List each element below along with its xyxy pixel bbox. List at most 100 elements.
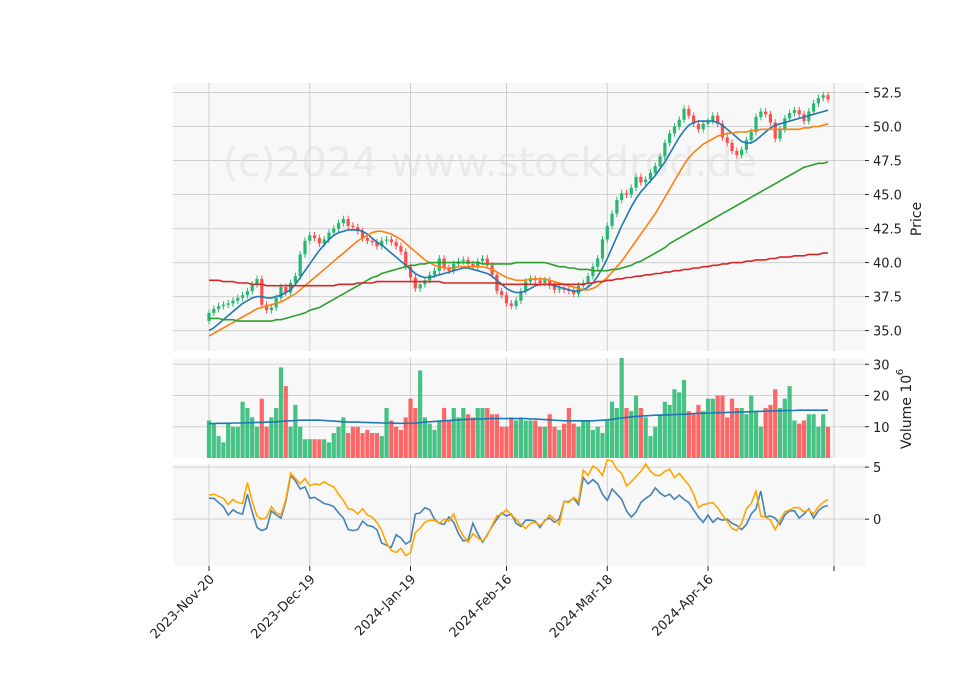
candle-body	[653, 165, 657, 173]
price-ylabel: Price	[909, 202, 925, 236]
candle-body	[226, 303, 230, 305]
volume-bar	[576, 426, 581, 458]
indicator-ytick-label: 0	[873, 513, 881, 528]
candle-body	[826, 95, 830, 100]
xtick-label: 2023-Nov-20	[148, 572, 218, 642]
volume-bar	[346, 433, 351, 458]
candle-body	[293, 276, 297, 283]
candle-body	[360, 231, 365, 239]
volume-bar	[331, 433, 336, 458]
volume-bar	[533, 420, 538, 458]
volume-bar	[413, 408, 418, 458]
candle-body	[586, 276, 590, 283]
candle-body	[485, 258, 489, 266]
volume-bar	[485, 408, 490, 458]
volume-bar	[365, 429, 370, 458]
volume-bar	[696, 404, 701, 458]
candle-body	[399, 246, 403, 252]
volume-bar	[283, 386, 288, 458]
volume-bar	[701, 411, 706, 458]
volume-bar	[269, 417, 274, 458]
volume-ytick-label: 30	[873, 358, 890, 373]
price-panel-background	[173, 83, 865, 351]
ma-line-green	[209, 161, 829, 322]
candle-body	[207, 312, 211, 322]
volume-bar	[326, 442, 332, 458]
volume-bar	[293, 404, 298, 458]
volume-bar	[480, 408, 485, 458]
candle-body	[759, 111, 763, 118]
candle-body	[236, 297, 240, 301]
volume-bar	[542, 426, 547, 458]
volume-bar	[715, 395, 720, 458]
volume-bar	[792, 420, 797, 458]
candle-body	[706, 121, 710, 124]
volume-bar	[729, 398, 735, 458]
candle-body	[250, 284, 254, 292]
volume-bar	[408, 398, 413, 458]
candle-body	[509, 303, 513, 307]
candle-body	[380, 240, 384, 247]
candle-body	[773, 122, 777, 139]
volume-bar	[720, 395, 725, 458]
volume-bar	[566, 408, 571, 458]
volume-bar	[394, 426, 399, 458]
volume-bar	[490, 414, 495, 458]
candle-body	[663, 142, 667, 157]
volume-bar	[226, 423, 231, 458]
price-ytick-label: 42.5	[873, 223, 902, 238]
volume-bar	[600, 433, 605, 458]
price-ytick-label: 52.5	[873, 87, 902, 102]
volume-bar	[437, 420, 442, 458]
volume-ylabel: Volume 10	[899, 375, 915, 449]
volume-bar	[653, 426, 658, 458]
candle-body	[600, 239, 605, 259]
volume-bar	[302, 439, 308, 458]
candle-body	[336, 223, 341, 229]
candle-body	[634, 176, 638, 188]
volume-bar	[753, 411, 759, 458]
candle-body	[240, 295, 245, 298]
indicator-panel-marks	[208, 458, 829, 557]
candle-body	[404, 251, 408, 267]
candle-body	[629, 187, 633, 195]
volume-bar	[422, 417, 428, 458]
candle-body	[538, 280, 542, 283]
volume-bar	[341, 417, 346, 458]
volume-bar	[557, 429, 562, 458]
volume-bar	[211, 423, 216, 458]
volume-bar	[681, 379, 687, 458]
candle-body	[716, 115, 720, 124]
volume-ytick-label: 10	[873, 421, 890, 436]
volume-bar	[470, 417, 476, 458]
candle-body	[783, 118, 787, 130]
volume-bar	[581, 420, 586, 458]
volume-bar	[307, 439, 312, 458]
volume-bar	[523, 420, 528, 458]
candle-body	[658, 156, 662, 166]
volume-bar	[801, 420, 807, 458]
candle-body	[264, 304, 269, 311]
candle-body	[692, 115, 696, 124]
volume-bar	[221, 442, 226, 458]
candle-body	[749, 131, 753, 141]
volume-bar	[691, 414, 696, 458]
candle-body	[572, 291, 576, 294]
candle-body	[437, 258, 441, 271]
ma-line-red	[209, 252, 828, 287]
volume-bar	[379, 436, 384, 458]
volume-bar	[811, 414, 816, 458]
volume-bar	[614, 408, 619, 458]
xtick-label: 2024-Feb-16	[447, 572, 516, 641]
candle-body	[615, 199, 619, 214]
volume-bar	[633, 395, 639, 458]
volume-bar	[648, 436, 653, 458]
volume-bar	[250, 417, 255, 458]
watermark-layer: (c)2024 www.stockdrod.de	[223, 140, 758, 186]
volume-bar	[782, 398, 787, 458]
volume-bar	[734, 408, 739, 458]
volume-bar	[797, 423, 802, 458]
volume-bar	[561, 423, 567, 458]
volume-bar	[677, 392, 682, 458]
